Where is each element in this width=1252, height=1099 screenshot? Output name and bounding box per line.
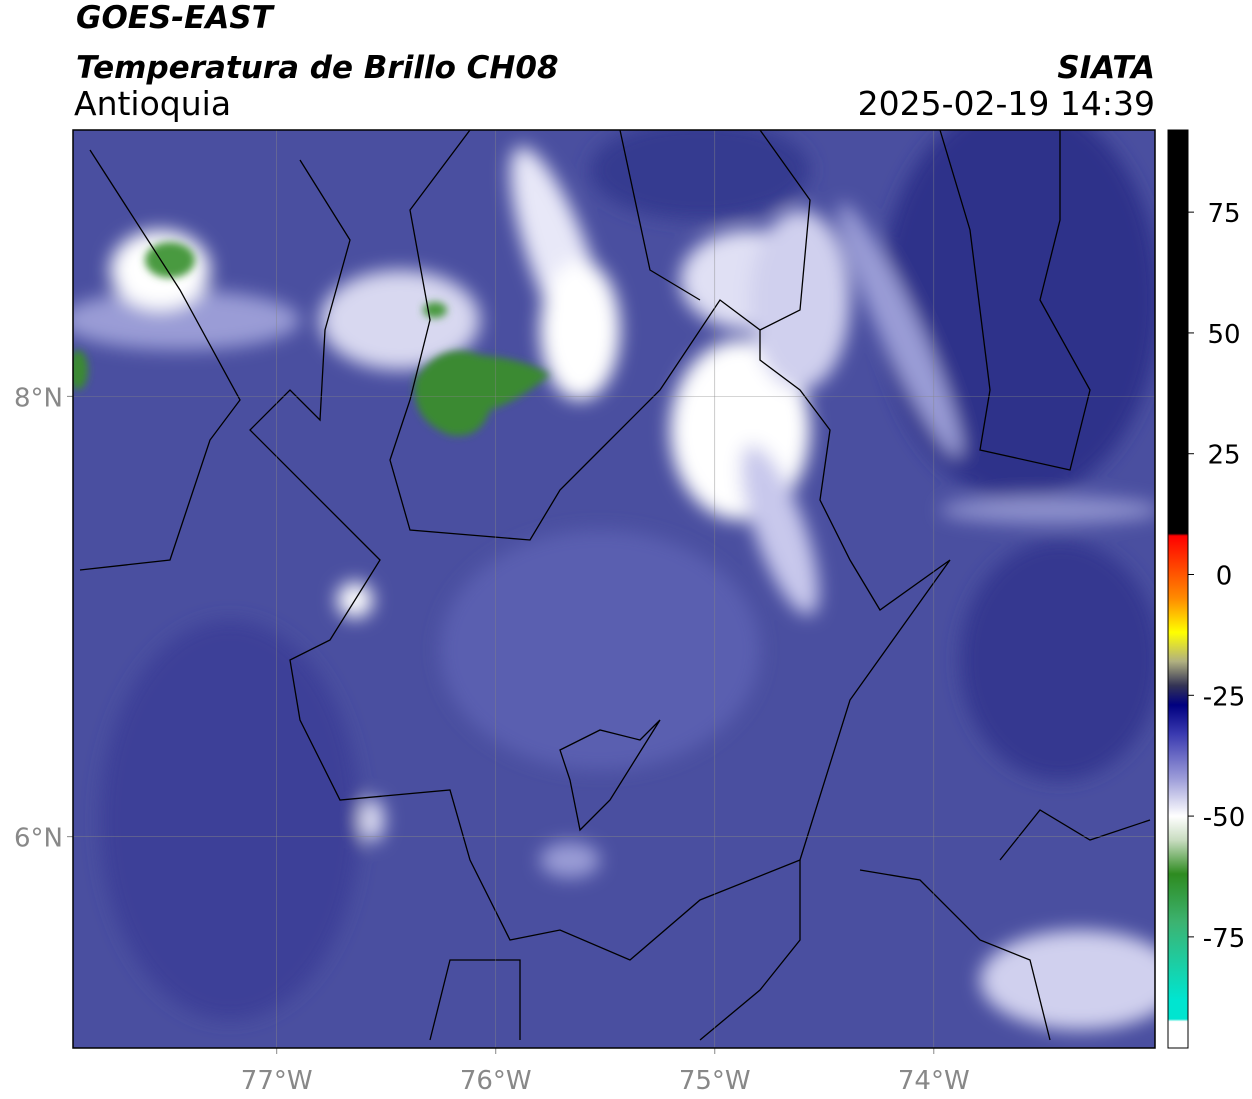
- colorbar-fill: [1167, 129, 1189, 1049]
- x-tick-label: 77°W: [241, 1066, 313, 1096]
- colorbar-tick-label: 0: [1216, 562, 1233, 592]
- colorbar-tick-label: 25: [1207, 441, 1240, 471]
- borders: [79, 130, 1151, 1041]
- map-frame: [72, 129, 1156, 1049]
- grid: 77°W 76°W 75°W 74°W 6°N 8°N: [14, 130, 1155, 1096]
- colorbar-tick-label: 75: [1207, 199, 1240, 229]
- x-tick-label: 76°W: [460, 1066, 532, 1096]
- region: Antioquia: [74, 84, 231, 123]
- y-tick-label: 6°N: [14, 824, 63, 854]
- map-imagery: [73, 130, 1155, 1048]
- source: SIATA: [1057, 50, 1155, 86]
- x-tick-label: 75°W: [679, 1066, 751, 1096]
- y-tick-label: 8°N: [14, 383, 63, 413]
- datetime: 2025-02-19 14:39: [858, 84, 1155, 123]
- cold-tops: [73, 242, 550, 436]
- colorbar-tick-label: -25: [1203, 682, 1245, 712]
- title: GOES-EAST: [76, 0, 276, 36]
- colorbar: 75 50 25 0 -25 -50 -75: [1167, 129, 1245, 1049]
- colorbar-tick-label: -75: [1203, 924, 1245, 954]
- subtitle: Temperatura de Brillo CH08: [76, 50, 559, 86]
- colorbar-tick-label: 50: [1207, 320, 1240, 350]
- x-tick-label: 74°W: [898, 1066, 970, 1096]
- colorbar-tick-label: -50: [1203, 803, 1245, 833]
